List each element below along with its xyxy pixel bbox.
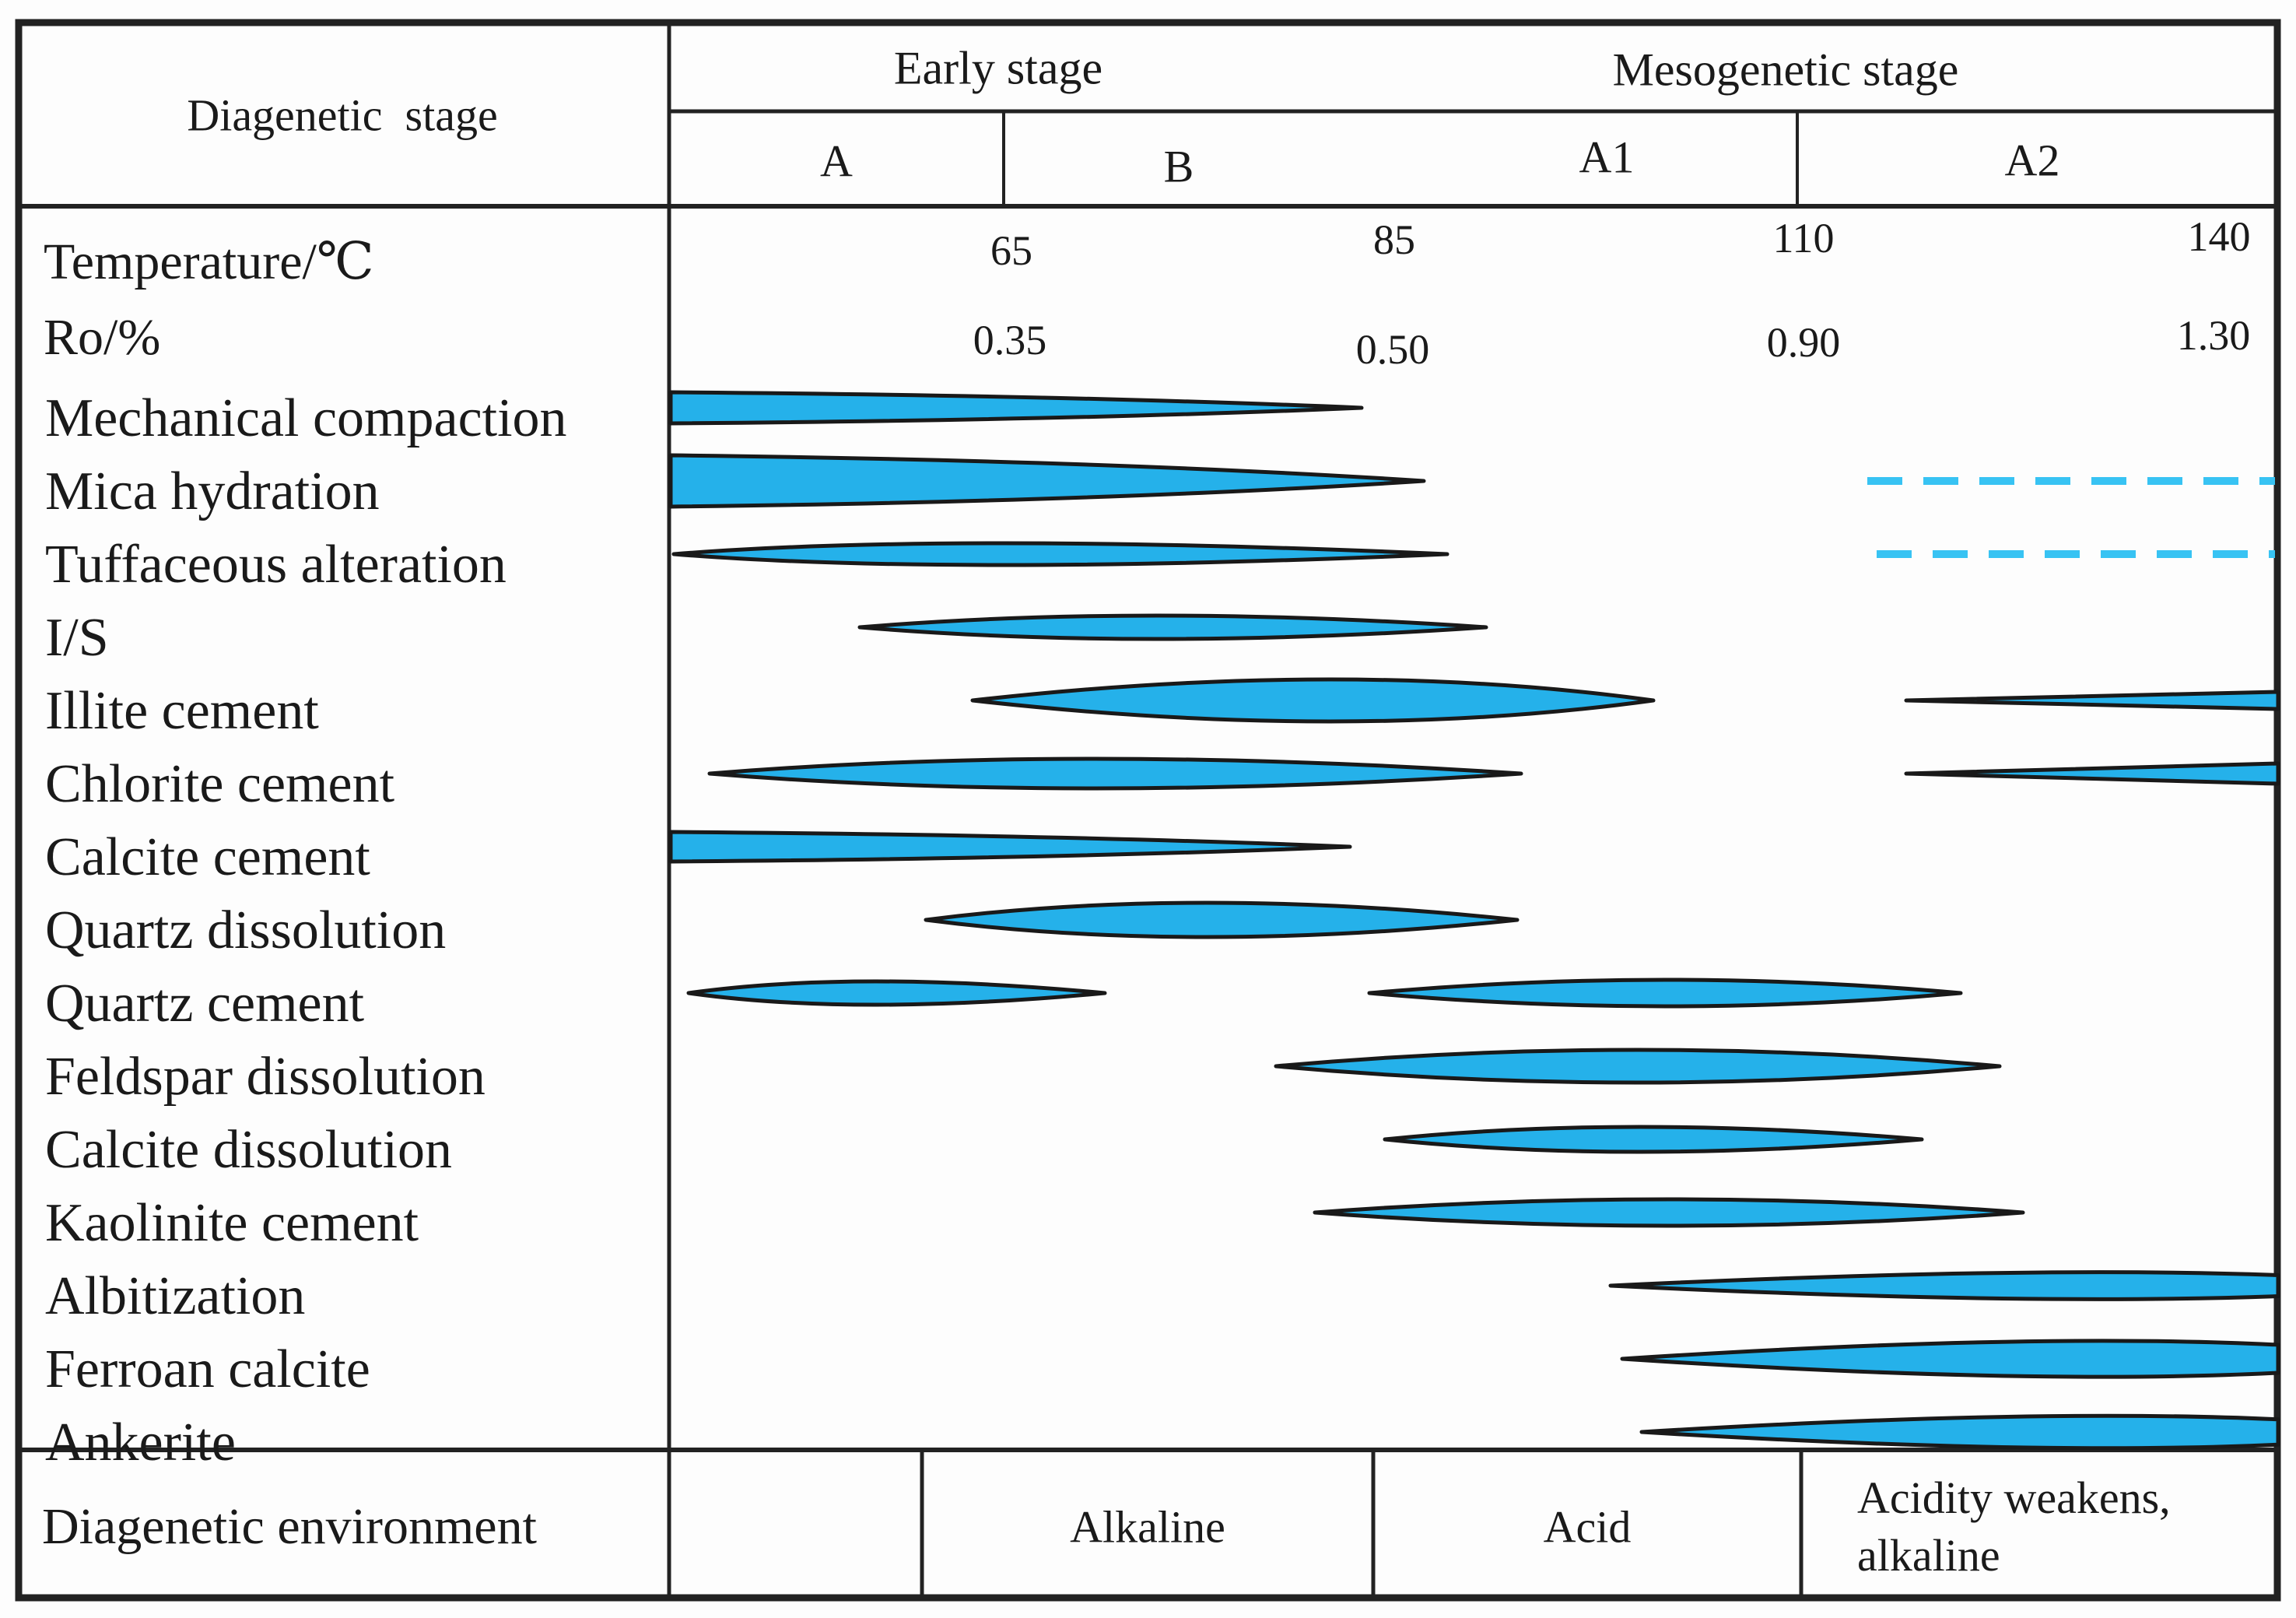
- timing-spindle-chlorite-cement-0: [707, 756, 1523, 791]
- timing-spindle-chlorite-cement-1: [1904, 761, 2280, 786]
- row-label-ankerite: Ankerite: [45, 1413, 236, 1472]
- stage-subcolumn-label-1: B: [1163, 141, 1194, 192]
- temperature-axis-label: Temperature/℃: [44, 233, 374, 290]
- outer-border: [15, 19, 2281, 1602]
- row-label-mica-hydration: Mica hydration: [45, 462, 380, 521]
- diagenetic-stage-header: Diagenetic stage: [187, 89, 498, 141]
- ro-tick-0.50: 0.50: [1355, 326, 1430, 373]
- row-label-illite-cement: Illite cement: [45, 681, 319, 741]
- timing-spindle-quartz-cement-0: [686, 979, 1107, 1007]
- timing-spindle-quartz-cement-1: [1367, 977, 1963, 1009]
- row-label-quartz-dissolution: Quartz dissolution: [45, 900, 447, 960]
- environment-row-label: Diagenetic environment: [42, 1498, 537, 1555]
- temperature-tick-65: 65: [990, 227, 1032, 274]
- timing-spindle-ferroan-calcite-0: [1620, 1339, 2280, 1379]
- temperature-tick-110: 110: [1772, 215, 1835, 261]
- temperature-tick-140: 140: [2187, 213, 2251, 260]
- timing-spindle-kaolinite-cement-0: [1313, 1197, 2025, 1228]
- timing-spindle-quartz-dissolution-0: [924, 900, 1520, 939]
- stage-group-label-0: Early stage: [893, 42, 1103, 94]
- ro-axis-label: Ro/%: [44, 309, 161, 366]
- timing-spindle-illite-cement-1: [1904, 690, 2280, 711]
- timing-spindle-calcite-cement-0: [668, 830, 1352, 864]
- stage-subcolumn-label-3: A2: [2004, 135, 2060, 186]
- timing-spindle-mechanical-compaction-0: [668, 390, 1364, 426]
- row-label-quartz-cement: Quartz cement: [45, 974, 365, 1034]
- environment-value-3: Acidity weakens, alkaline: [1857, 1472, 2171, 1581]
- environment-value-2: Acid: [1543, 1501, 1632, 1553]
- row-label-i-s: I/S: [45, 608, 109, 668]
- row-label-tuffaceous-alteration: Tuffaceous alteration: [45, 535, 507, 595]
- timing-spindle-mica-hydration-0: [668, 453, 1426, 509]
- environment-value-1: Alkaline: [1070, 1501, 1225, 1553]
- row-label-kaolinite-cement: Kaolinite cement: [45, 1193, 419, 1253]
- stage-subcolumn-label-0: A: [820, 135, 853, 187]
- row-label-chlorite-cement: Chlorite cement: [45, 754, 395, 814]
- timing-spindle-albitization-0: [1608, 1270, 2280, 1301]
- ro-tick-0.90: 0.90: [1766, 319, 1841, 366]
- timing-spindle-calcite-dissolution-0: [1383, 1125, 1924, 1154]
- row-label-calcite-dissolution: Calcite dissolution: [45, 1120, 453, 1180]
- row-label-feldspar-dissolution: Feldspar dissolution: [45, 1047, 485, 1107]
- timing-spindle-i-s-0: [857, 613, 1488, 641]
- timing-spindle-tuffaceous-alteration-0: [671, 541, 1449, 567]
- temperature-tick-85: 85: [1373, 216, 1415, 263]
- row-label-albitization: Albitization: [45, 1266, 306, 1326]
- ro-tick-1.30: 1.30: [2176, 312, 2251, 359]
- timing-spindle-feldspar-dissolution-0: [1274, 1048, 2002, 1085]
- ro-tick-0.35: 0.35: [973, 317, 1047, 363]
- timing-spindle-ankerite-0: [1639, 1413, 2280, 1451]
- row-label-calcite-cement: Calcite cement: [45, 827, 370, 887]
- timing-spindle-illite-cement-0: [970, 677, 1656, 724]
- row-label-mechanical-compaction: Mechanical compaction: [45, 388, 567, 448]
- stage-group-label-1: Mesogenetic stage: [1612, 44, 1959, 96]
- row-label-ferroan-calcite: Ferroan calcite: [45, 1339, 370, 1399]
- stage-subcolumn-label-2: A1: [1579, 132, 1635, 183]
